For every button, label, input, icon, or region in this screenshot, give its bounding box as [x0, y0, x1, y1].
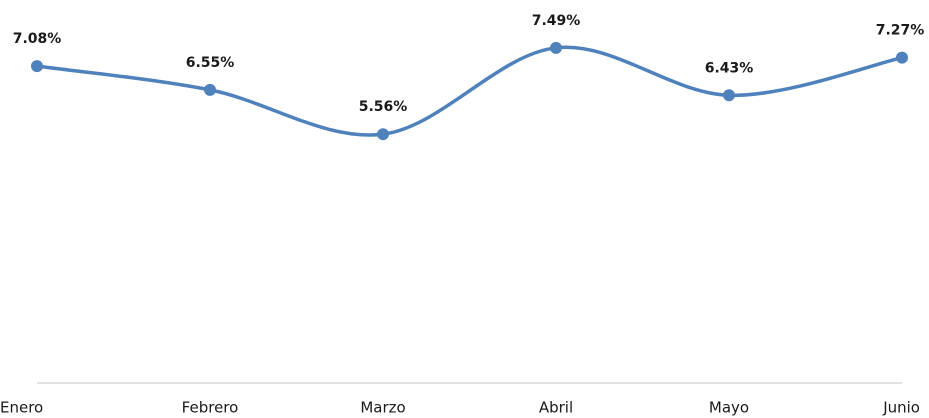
x-tick-label: Abril — [539, 399, 573, 417]
data-label: 7.08% — [13, 31, 62, 47]
x-tick-label: Marzo — [360, 399, 405, 417]
x-tick-label: Enero — [0, 399, 43, 417]
data-label: 5.56% — [359, 99, 408, 115]
x-tick-label: Febrero — [182, 399, 239, 417]
point — [896, 51, 908, 64]
point — [550, 41, 562, 54]
x-tick-label: Mayo — [709, 399, 749, 417]
data-label: 6.55% — [186, 55, 235, 71]
data-label: 7.49% — [532, 13, 581, 29]
point — [377, 128, 389, 141]
point — [204, 83, 216, 96]
line — [36, 45, 903, 137]
point — [31, 60, 43, 73]
data-label: 7.27% — [876, 23, 925, 39]
point — [723, 89, 735, 102]
data-label: 6.43% — [705, 60, 754, 76]
x-tick-label: Junio — [882, 399, 920, 417]
